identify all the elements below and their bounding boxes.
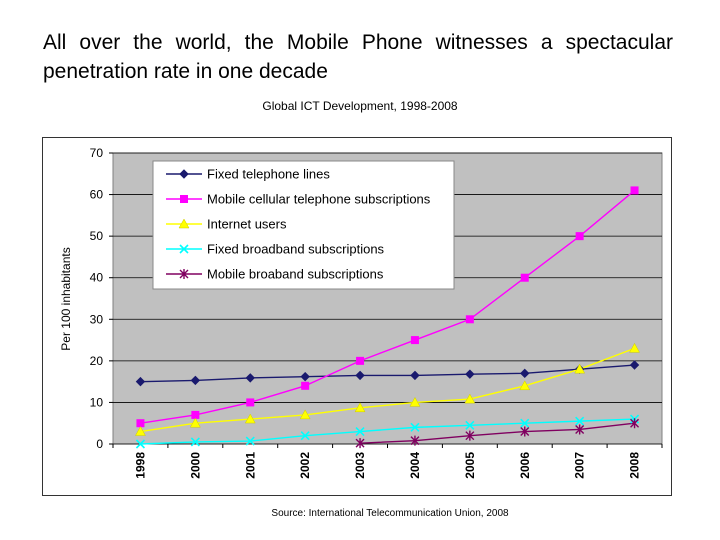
legend-marker-1 (180, 195, 188, 203)
data-point (520, 418, 530, 428)
x-tick-labels: 1998 2000 2001 2002 2003 2004 2005 2006 2007 2008 (112, 444, 663, 479)
y-tick-label: 50 (90, 229, 104, 243)
y-tick-label: 30 (90, 312, 104, 326)
data-point (300, 431, 310, 441)
data-point (575, 416, 585, 426)
headline: All over the world, the Mobile Phone wit… (43, 31, 673, 83)
chart-title: Global ICT Development, 1998-2008 (262, 99, 458, 113)
data-point (191, 410, 200, 419)
line-chart: 0 10 20 30 40 50 60 70 1998 2000 2001 2002 2003 2004… (59, 146, 663, 479)
series-line-3 (140, 418, 635, 445)
data-point (190, 375, 201, 386)
data-point (136, 419, 145, 428)
data-point (409, 396, 421, 407)
data-point (520, 368, 530, 379)
x-tick-label: 2005 (463, 452, 477, 479)
x-tick-label: 2000 (188, 452, 202, 479)
source-note: Source: International Telecommunication … (271, 508, 509, 519)
y-axis-label: Per 100 inhabitants (59, 247, 73, 350)
data-point (135, 426, 146, 436)
data-point (135, 376, 146, 387)
series-lines (140, 189, 635, 445)
series-markers (135, 186, 640, 449)
x-tick-label: 2004 (408, 452, 422, 479)
y-tick-label: 0 (96, 437, 103, 451)
x-tick-label: 2002 (298, 452, 312, 479)
data-point (301, 381, 310, 390)
x-tick-label: 2003 (353, 452, 367, 479)
legend-box (152, 160, 455, 290)
data-point (575, 232, 584, 241)
x-tick-label: 2008 (628, 452, 642, 479)
data-point (410, 370, 420, 381)
data-point (354, 402, 366, 413)
data-point (519, 380, 531, 391)
data-point (300, 371, 310, 382)
data-point (574, 363, 586, 374)
data-point (245, 373, 255, 383)
data-point (464, 393, 476, 404)
legend-label-3: Fixed broadband subscriptions (207, 242, 385, 257)
data-point (189, 417, 201, 428)
data-point (465, 369, 475, 379)
y-tick-label: 40 (90, 271, 104, 285)
y-tick-label: 60 (90, 188, 104, 202)
data-point (520, 426, 530, 437)
y-tick-labels: 0 10 20 30 40 50 60 70 (90, 146, 104, 451)
data-point (245, 436, 255, 446)
data-point (410, 422, 420, 432)
data-point (190, 437, 200, 447)
data-point (465, 315, 474, 324)
data-point (575, 424, 585, 435)
data-point (629, 342, 640, 353)
data-point (410, 435, 420, 446)
data-point (355, 438, 365, 449)
data-point (465, 430, 475, 441)
x-tick-label: 1998 (133, 452, 147, 479)
data-point (246, 398, 255, 407)
x-tick-label: 2001 (243, 452, 257, 479)
legend-marker-4 (179, 269, 189, 279)
data-point (630, 186, 639, 195)
series-line-0 (140, 364, 635, 383)
data-point (356, 356, 365, 365)
y-tick-label: 20 (90, 354, 104, 368)
data-point (299, 409, 311, 420)
y-tick-label: 10 (90, 395, 104, 409)
x-tick-label: 2007 (573, 452, 587, 479)
grid-lines (109, 152, 662, 445)
legend: Fixed telephone lines Mobile cellular tel… (166, 167, 431, 282)
data-point (465, 420, 475, 430)
x-tick-label: 2006 (518, 452, 532, 479)
data-point (135, 439, 146, 449)
legend-label-4: Mobile broaband subscriptions (207, 267, 384, 282)
data-point (410, 336, 419, 345)
legend-label-0: Fixed telephone lines (207, 167, 330, 182)
data-point (629, 360, 640, 370)
y-tick-label: 70 (90, 146, 104, 160)
data-point (630, 418, 640, 429)
data-point (244, 413, 256, 424)
series-line-1 (140, 189, 635, 424)
series-line-4 (360, 422, 635, 444)
legend-marker-0 (179, 169, 189, 179)
series-line-2 (140, 347, 635, 433)
data-point (520, 273, 529, 282)
legend-marker-2 (178, 218, 190, 229)
data-point (355, 426, 365, 437)
legend-label-1: Mobile cellular telephone subscriptions (207, 192, 431, 207)
legend-marker-3 (179, 244, 189, 254)
legend-label-2: Internet users (207, 217, 287, 232)
data-point (355, 370, 365, 381)
